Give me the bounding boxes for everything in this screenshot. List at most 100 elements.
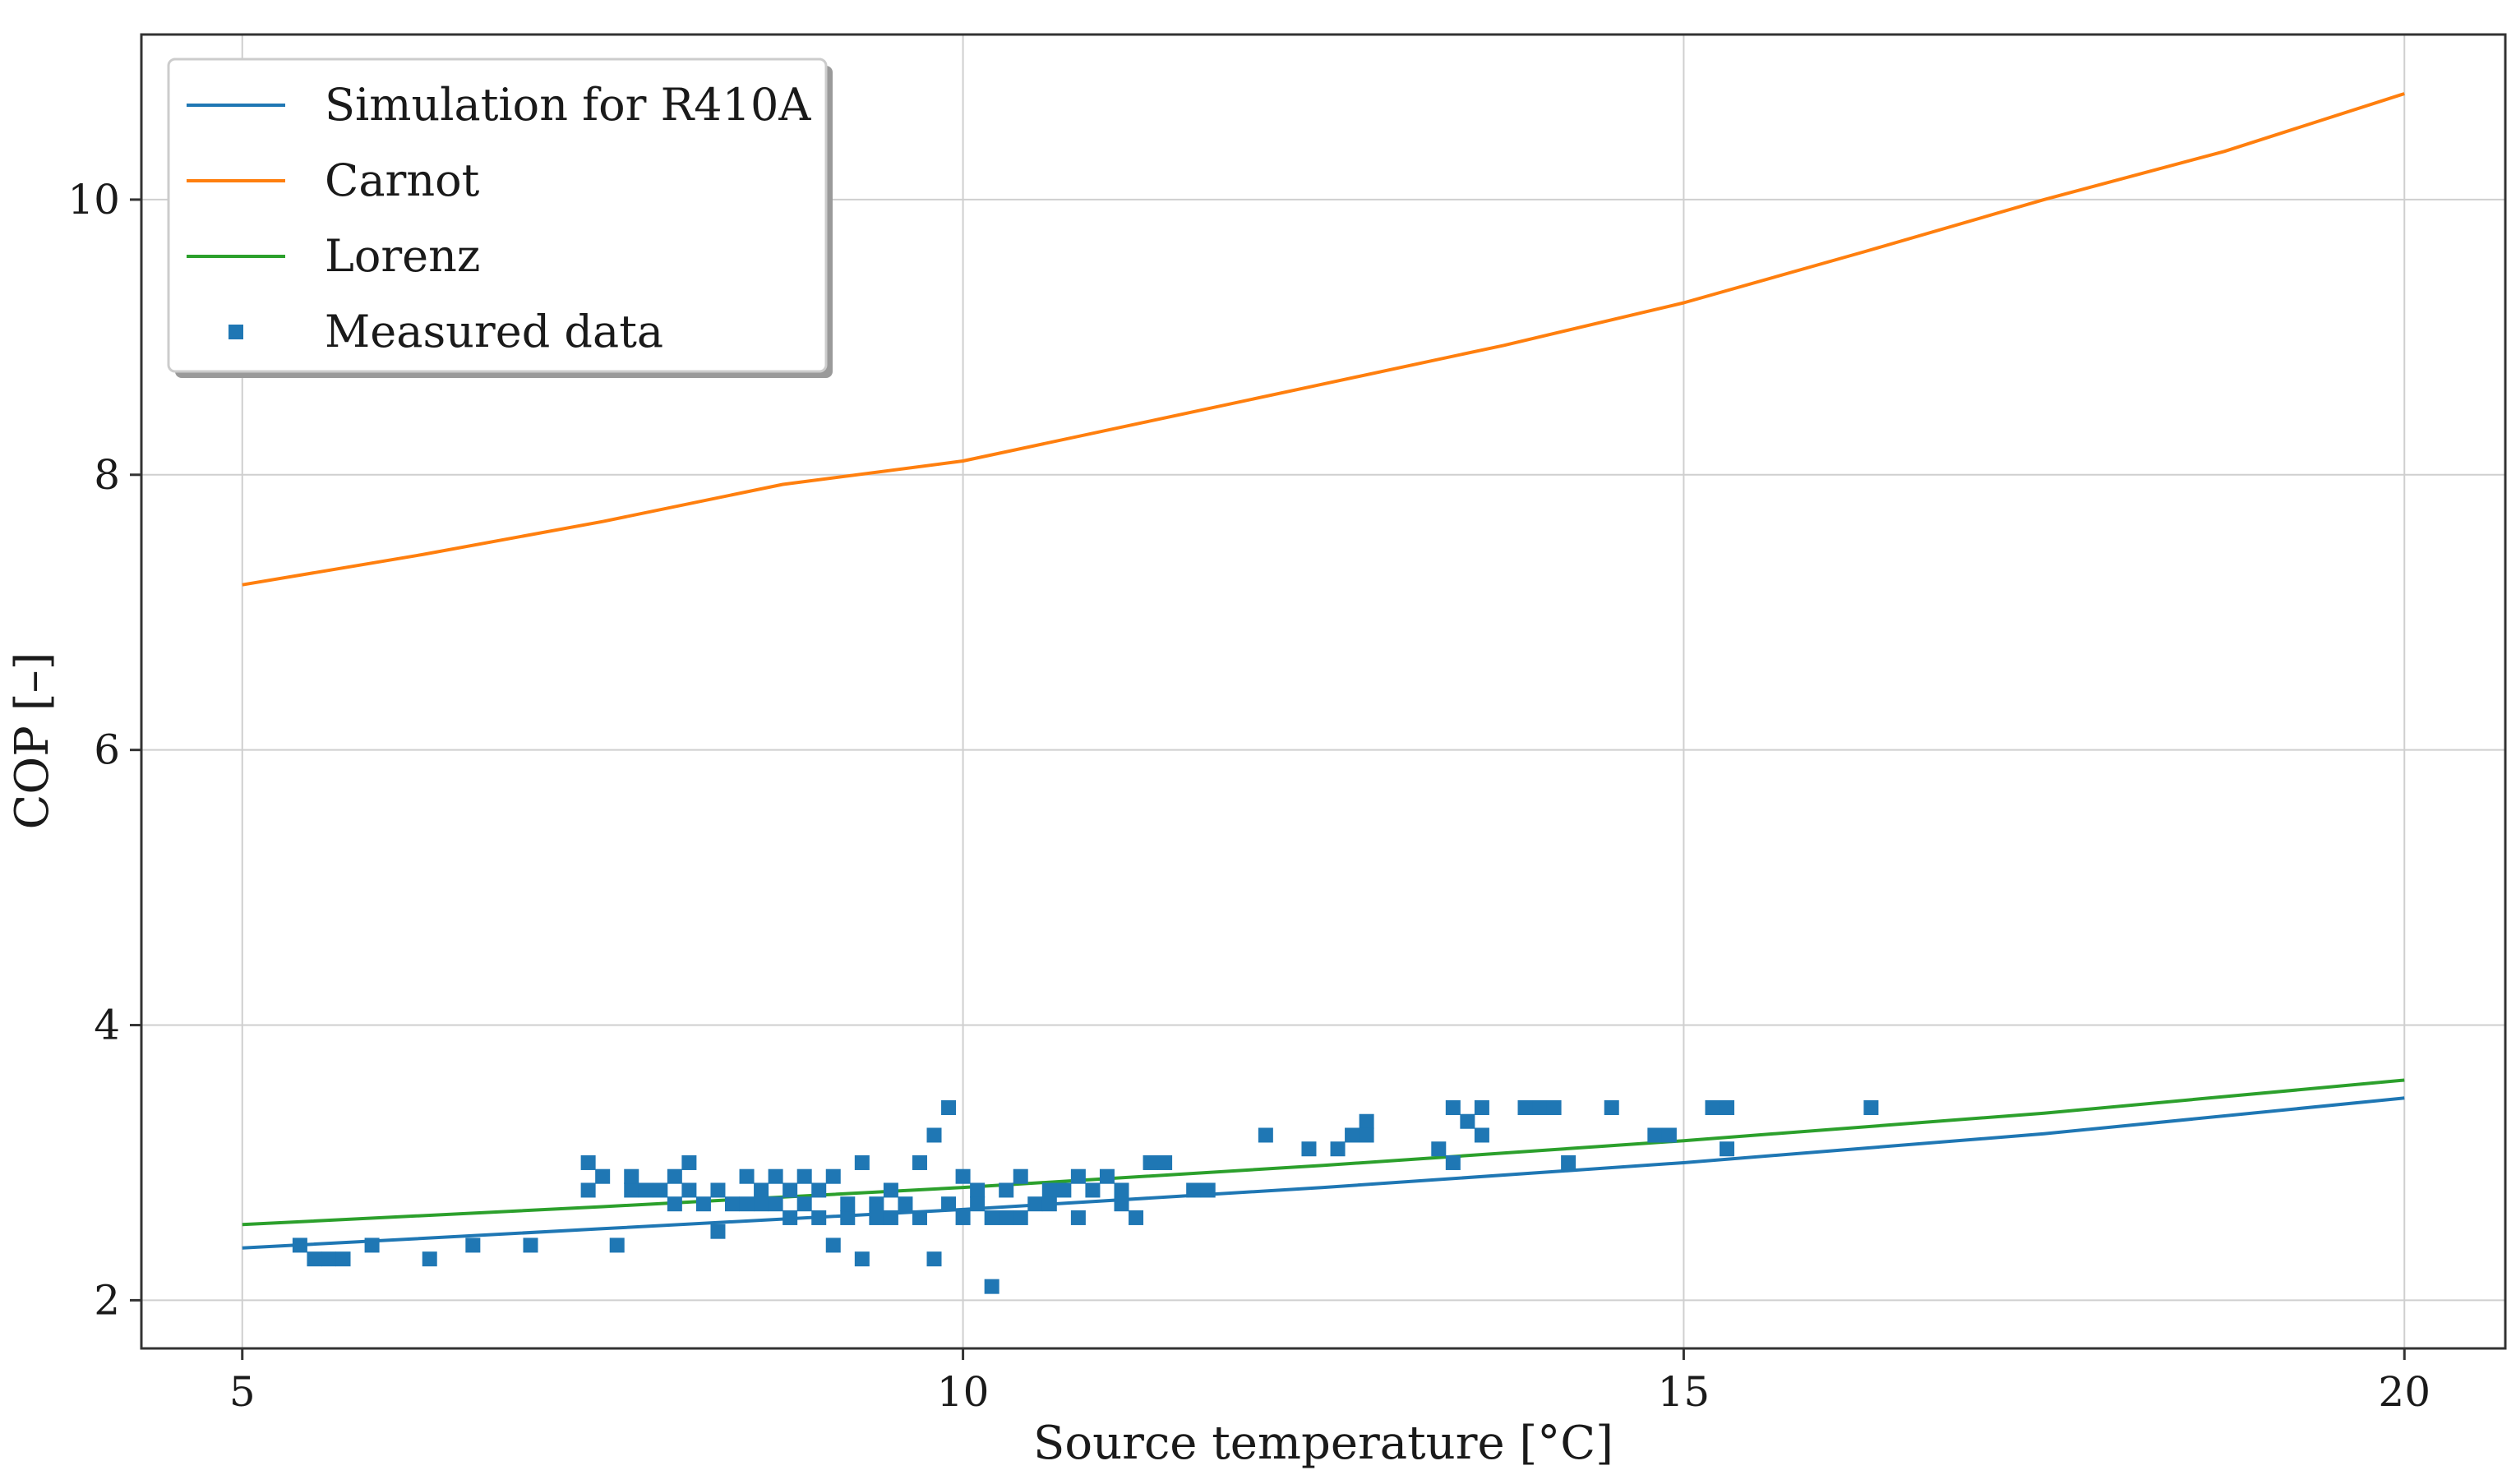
measured-data-point — [667, 1168, 682, 1184]
measured-data-point — [624, 1182, 639, 1198]
x-tick-label: 15 — [1658, 1368, 1710, 1416]
legend-swatch-measured — [229, 325, 243, 339]
measured-data-point — [1604, 1099, 1619, 1115]
measured-data-point — [1474, 1127, 1489, 1143]
measured-data-point — [811, 1182, 827, 1198]
measured-data-point — [1720, 1141, 1735, 1157]
measured-data-point — [422, 1251, 437, 1267]
measured-data-point — [1474, 1099, 1489, 1115]
measured-data-point — [1546, 1099, 1562, 1115]
legend-label: Simulation for R410A — [325, 79, 811, 131]
measured-data-point — [1041, 1196, 1057, 1212]
measured-data-point — [465, 1237, 481, 1253]
measured-data-point — [580, 1182, 596, 1198]
measured-data-point — [1070, 1210, 1086, 1225]
measured-data-point — [609, 1237, 625, 1253]
measured-data-point — [1186, 1182, 1202, 1198]
measured-data-point — [1056, 1182, 1072, 1198]
measured-data-point — [768, 1196, 783, 1212]
y-tick-label: 6 — [94, 726, 120, 774]
measured-data-point — [1013, 1210, 1028, 1225]
measured-data-point — [739, 1168, 755, 1184]
measured-data-point — [1041, 1182, 1057, 1198]
measured-data-point — [1143, 1154, 1158, 1170]
measured-data-point — [811, 1210, 827, 1225]
series-line-carnot — [242, 92, 2405, 587]
y-tick-label: 10 — [67, 176, 120, 224]
legend: Simulation for R410A Carnot Lorenz Measured… — [167, 58, 833, 378]
measured-data-point — [653, 1182, 668, 1198]
measured-data-point — [796, 1196, 812, 1212]
measured-data-point — [1460, 1113, 1475, 1129]
measured-data-point — [725, 1196, 740, 1212]
measured-data-point — [1330, 1141, 1346, 1157]
measured-data-point — [1114, 1182, 1129, 1198]
measured-data-point — [1359, 1113, 1374, 1129]
measured-data-point — [595, 1168, 611, 1184]
x-tick-label: 20 — [2378, 1368, 2431, 1416]
x-tick-label: 5 — [229, 1368, 256, 1416]
plot-series — [242, 92, 2405, 1294]
measured-data-point — [710, 1224, 726, 1239]
measured-data-point — [1445, 1154, 1461, 1170]
measured-data-point — [1517, 1099, 1533, 1115]
measured-data-point — [1157, 1154, 1173, 1170]
measured-data-point — [1561, 1154, 1577, 1170]
measured-data-point — [955, 1210, 971, 1225]
measured-data-point — [912, 1154, 927, 1170]
measured-data-point — [739, 1196, 755, 1212]
legend-label: Lorenz — [325, 230, 480, 282]
legend-label: Measured data — [325, 306, 663, 357]
measured-data-point — [840, 1210, 856, 1225]
measured-data-point — [1647, 1127, 1663, 1143]
measured-data-point — [1027, 1196, 1043, 1212]
y-tick-label: 8 — [94, 451, 120, 499]
measured-data-point — [782, 1210, 798, 1225]
measured-data-point — [999, 1182, 1014, 1198]
series-line-lorenz — [242, 1078, 2405, 1227]
measured-data-point — [1200, 1182, 1216, 1198]
measured-data-point — [1445, 1099, 1461, 1115]
measured-data-point — [782, 1182, 798, 1198]
measured-data-point — [1345, 1127, 1360, 1143]
x-axis-label: Source temperature [°C] — [1033, 1417, 1613, 1470]
legend-entries: Simulation for R410A Carnot Lorenz Measured… — [187, 79, 811, 357]
measured-data-point — [638, 1182, 653, 1198]
measured-data-point — [898, 1196, 913, 1212]
y-tick-label: 4 — [94, 1002, 120, 1049]
measured-data-point — [580, 1154, 596, 1170]
measured-data-point — [926, 1127, 942, 1143]
measured-data-point — [1863, 1099, 1879, 1115]
measured-data-point — [523, 1237, 538, 1253]
measured-data-point — [1085, 1182, 1101, 1198]
measured-data-point — [321, 1251, 336, 1267]
legend-box — [167, 58, 828, 373]
measured-data-point — [955, 1168, 971, 1184]
measured-data-point — [292, 1237, 307, 1253]
measured-data-point — [970, 1196, 986, 1212]
series-line-simulation — [242, 1096, 2405, 1250]
measured-data-point — [840, 1196, 856, 1212]
measured-data-point — [1013, 1168, 1028, 1184]
measured-data-point — [695, 1196, 711, 1212]
measured-data-point — [1258, 1127, 1273, 1143]
plot-frame — [140, 33, 2507, 1350]
measured-data-point — [1301, 1141, 1317, 1157]
y-tick-label: 2 — [94, 1276, 120, 1324]
legend-label: Carnot — [325, 154, 480, 206]
measured-data-point — [926, 1251, 942, 1267]
measured-data-point — [941, 1099, 957, 1115]
measured-data-point — [335, 1251, 351, 1267]
measured-data-point — [883, 1210, 898, 1225]
y-axis-label: COP [–] — [6, 652, 59, 830]
measured-data-point — [710, 1182, 726, 1198]
x-tick-label: 10 — [937, 1368, 990, 1416]
measured-data-point — [1661, 1127, 1677, 1143]
measured-data-point — [1070, 1168, 1086, 1184]
measured-data-point — [869, 1196, 884, 1212]
measured-data-point — [1114, 1196, 1129, 1212]
measured-data-point — [999, 1210, 1014, 1225]
measured-data-point — [912, 1210, 927, 1225]
